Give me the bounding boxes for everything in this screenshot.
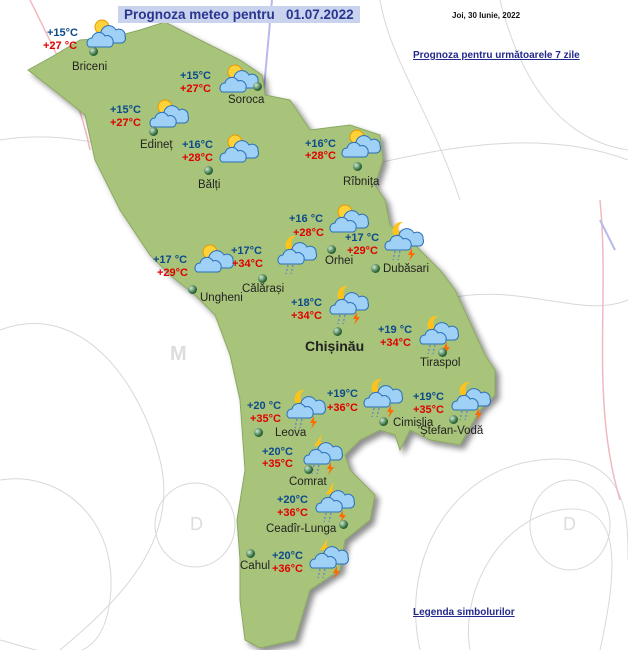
city-name: Ștefan-Vodă (420, 425, 484, 437)
city-marker-icon (258, 274, 267, 283)
max-temp: +34°C (380, 337, 412, 349)
city-name: Soroca (228, 94, 265, 106)
max-temp: +35°C (250, 413, 282, 425)
city-name: Comrat (289, 476, 327, 488)
city-name: Ceadîr-Lunga (266, 523, 337, 535)
city-marker-icon (327, 245, 336, 254)
city-name: Rîbnița (343, 176, 380, 188)
city-name: Cahul (240, 560, 271, 572)
city-marker-icon (254, 428, 263, 437)
sun-cloud-icon (193, 242, 235, 276)
max-temp: +36°C (327, 402, 359, 414)
city-marker-icon (253, 82, 262, 91)
moon-thunderstorm-rain-icon (285, 388, 327, 429)
min-temp: +19 °C (378, 324, 413, 336)
forecast-7-days-link[interactable]: Prognoza pentru următoarele 7 zile (413, 50, 580, 61)
city-marker-icon (204, 166, 213, 175)
lightning-thunderstorm-rain-icon (314, 482, 356, 523)
min-temp: +15°C (47, 27, 79, 39)
moon-thunderstorm-rain-icon (362, 377, 404, 418)
min-temp: +17 °C (153, 254, 188, 266)
max-temp: +28°C (293, 227, 325, 239)
sun-cloud-icon (340, 127, 382, 161)
city-name: Călărași (242, 283, 285, 295)
city-marker-icon (149, 127, 158, 136)
min-temp: +16°C (182, 139, 214, 151)
city-name: Dubăsari (383, 263, 430, 275)
min-temp: +17 °C (345, 232, 380, 244)
min-temp: +20 °C (247, 400, 282, 412)
min-temp: +15°C (180, 70, 212, 82)
page-title: Prognoza meteo pentru 01.07.2022 (118, 6, 360, 23)
city-marker-icon (89, 47, 98, 56)
city-name: Edineț (140, 139, 173, 151)
city-name: Ungheni (200, 292, 243, 304)
sun-cloud-icon (328, 202, 370, 236)
max-temp: +36°C (272, 563, 304, 575)
moldova-land (27, 21, 496, 649)
city-name: Tiraspol (420, 357, 461, 369)
svg-text:D: D (563, 514, 576, 534)
max-temp: +27 °C (43, 40, 78, 52)
max-temp: +29°C (347, 245, 379, 257)
max-temp: +34°C (232, 258, 264, 270)
city-name: Orhei (325, 255, 354, 267)
sun-cloud-icon (218, 62, 260, 96)
max-temp: +35°C (413, 404, 445, 416)
min-temp: +17°C (231, 245, 263, 257)
max-temp: +29°C (157, 267, 189, 279)
max-temp: +35°C (262, 458, 294, 470)
sun-cloud-icon (85, 17, 127, 51)
city-name: Bălți (198, 179, 221, 191)
city-name: Briceni (72, 61, 108, 73)
moon-thunderstorm-rain-icon (418, 314, 460, 355)
city-marker-icon (353, 162, 362, 171)
svg-text:D: D (190, 514, 203, 534)
min-temp: +19°C (413, 391, 445, 403)
sun-cloud-icon (148, 97, 190, 131)
city-marker-icon (304, 465, 313, 474)
min-temp: +20°C (277, 494, 309, 506)
city-name: Chișinău (305, 338, 365, 354)
city-marker-icon (246, 549, 255, 558)
moon-thunderstorm-rain-icon (328, 284, 370, 325)
min-temp: +19°C (327, 388, 359, 400)
min-temp: +16°C (305, 138, 337, 150)
current-date: Joi, 30 Iunie, 2022 (452, 11, 521, 20)
city-marker-icon (333, 327, 342, 336)
legend-link[interactable]: Legenda simbolurilor (413, 607, 515, 618)
max-temp: +36°C (277, 507, 309, 519)
max-temp: +34°C (291, 310, 323, 322)
svg-text:M: M (170, 343, 187, 365)
sun-cloud-icon (218, 132, 260, 166)
max-temp: +27°C (180, 83, 212, 95)
max-temp: +28°C (305, 150, 337, 162)
min-temp: +18°C (291, 297, 323, 309)
city-name: Cimișlia (393, 417, 434, 429)
city-marker-icon (188, 285, 197, 294)
min-temp: +20°C (262, 446, 294, 458)
city-marker-icon (438, 348, 447, 357)
city-name: Leova (275, 427, 307, 439)
max-temp: +27°C (110, 117, 142, 129)
max-temp: +28°C (182, 152, 214, 164)
min-temp: +20°C (272, 550, 304, 562)
lightning-thunderstorm-rain-icon (308, 538, 350, 579)
moon-thunderstorm-rain-icon (383, 220, 425, 261)
moon-cloud-rain-icon (276, 234, 318, 275)
city-marker-icon (371, 264, 380, 273)
city-marker-icon (379, 417, 388, 426)
city-marker-icon (339, 520, 348, 529)
lightning-thunderstorm-rain-icon (302, 434, 344, 475)
min-temp: +15°C (110, 104, 142, 116)
moon-thunderstorm-rain-icon (450, 380, 492, 421)
city-marker-icon (449, 415, 458, 424)
min-temp: +16 °C (289, 213, 324, 225)
